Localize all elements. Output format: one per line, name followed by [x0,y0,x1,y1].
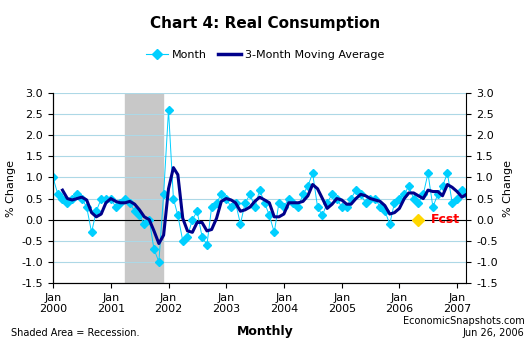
Y-axis label: % Change: % Change [504,159,513,217]
Y-axis label: % Change: % Change [6,159,16,217]
Legend: Month, 3-Month Moving Average: Month, 3-Month Moving Average [141,45,389,64]
Line: 3-Month Moving Average: 3-Month Moving Average [63,168,530,244]
Bar [125,93,163,283]
Text: Shaded Area = Recession.: Shaded Area = Recession. [11,328,139,338]
Text: Fcst: Fcst [431,213,460,226]
Text: Monthly: Monthly [236,325,294,338]
Text: Chart 4: Real Consumption: Chart 4: Real Consumption [150,16,380,30]
Text: EconomicSnapshots.com
Jun 26, 2006: EconomicSnapshots.com Jun 26, 2006 [403,316,525,338]
Line: Month: Month [50,107,530,265]
